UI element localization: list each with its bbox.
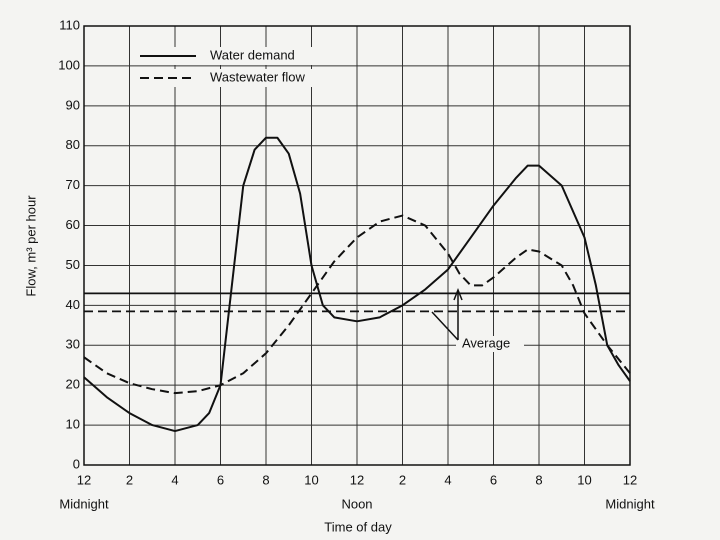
y-tick-label: 50: [66, 257, 80, 272]
legend-label: Water demand: [210, 47, 295, 62]
annotation: Average: [462, 335, 510, 350]
x-tick-label: 10: [577, 472, 591, 487]
legend-bg: [136, 47, 346, 65]
y-tick-label: 40: [66, 297, 80, 312]
x-tick-label: 12: [77, 472, 91, 487]
x-tick-label: 4: [171, 472, 178, 487]
y-tick-label: 0: [73, 456, 80, 471]
period-label: Midnight: [59, 496, 109, 511]
y-tick-label: 10: [66, 417, 80, 432]
x-axis-label: Time of day: [324, 519, 392, 534]
period-label: Noon: [341, 496, 372, 511]
legend-label: Wastewater flow: [210, 69, 305, 84]
y-tick-label: 70: [66, 177, 80, 192]
x-tick-label: 2: [399, 472, 406, 487]
y-tick-label: 110: [59, 17, 80, 32]
annotation-bg: [456, 336, 524, 352]
y-tick-label: 90: [66, 97, 80, 112]
x-tick-label: 8: [262, 472, 269, 487]
x-tick-label: 6: [490, 472, 497, 487]
y-tick-label: 80: [66, 137, 80, 152]
y-axis-label: Flow, m³ per hour: [23, 195, 38, 297]
y-tick-label: 30: [66, 337, 80, 352]
data-line: [83, 214, 631, 395]
annotation-arrow: [431, 287, 463, 341]
x-tick-label: 6: [217, 472, 224, 487]
x-tick-label: 10: [304, 472, 318, 487]
x-tick-label: 4: [444, 472, 451, 487]
x-tick-label: 12: [350, 472, 364, 487]
plot-frame: [83, 25, 631, 466]
legend-bg: [136, 69, 346, 87]
y-tick-label: 20: [66, 377, 80, 392]
period-label: Midnight: [605, 496, 655, 511]
y-tick-label: 100: [58, 57, 80, 72]
x-tick-label: 2: [126, 472, 133, 487]
x-tick-label: 8: [535, 472, 542, 487]
y-tick-label: 60: [66, 217, 80, 232]
x-tick-label: 12: [623, 472, 637, 487]
